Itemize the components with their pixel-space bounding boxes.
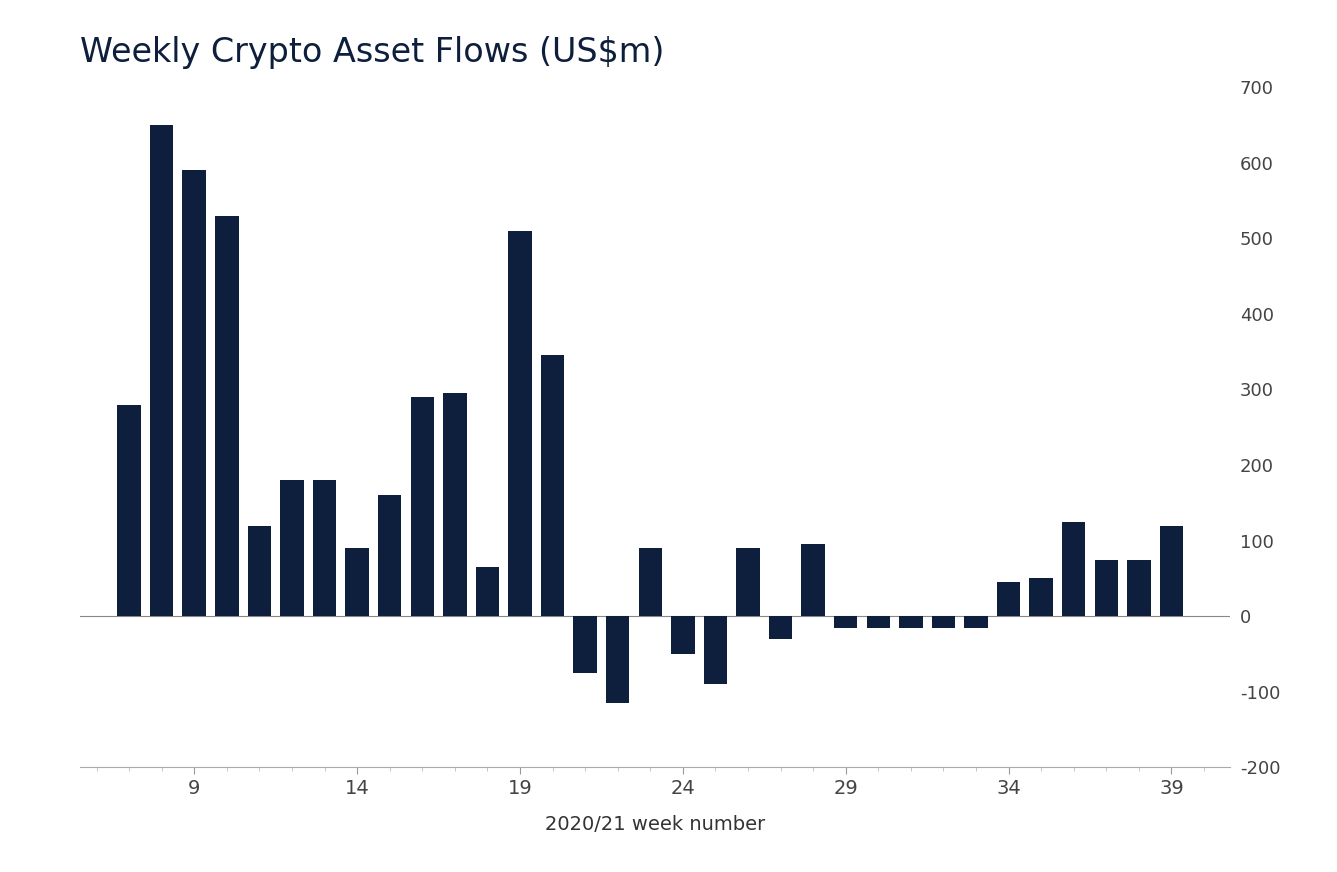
X-axis label: 2020/21 week number: 2020/21 week number	[545, 814, 765, 834]
Bar	[540, 356, 564, 617]
Text: Weekly Crypto Asset Flows (US$m): Weekly Crypto Asset Flows (US$m)	[80, 37, 664, 69]
Bar	[866, 617, 890, 628]
Bar	[932, 617, 955, 628]
Bar	[898, 617, 923, 628]
Bar	[1029, 578, 1052, 617]
Bar	[671, 617, 694, 654]
Bar	[508, 231, 532, 617]
Bar	[606, 617, 630, 703]
Bar	[281, 480, 303, 617]
Bar	[639, 548, 662, 617]
Bar	[410, 397, 435, 617]
Bar	[215, 215, 238, 617]
Bar	[150, 125, 174, 617]
Bar	[1127, 560, 1151, 617]
Bar	[345, 548, 369, 617]
Bar	[703, 617, 727, 685]
Bar	[834, 617, 857, 628]
Bar	[801, 544, 825, 617]
Bar	[118, 405, 140, 617]
Bar	[574, 617, 596, 673]
Bar	[1159, 526, 1183, 617]
Bar	[476, 567, 499, 617]
Bar	[737, 548, 759, 617]
Bar	[964, 617, 988, 628]
Bar	[1062, 521, 1086, 617]
Bar	[443, 393, 467, 617]
Bar	[997, 582, 1020, 617]
Bar	[182, 170, 206, 617]
Bar	[313, 480, 336, 617]
Bar	[769, 617, 793, 639]
Bar	[378, 495, 401, 617]
Bar	[247, 526, 271, 617]
Bar	[1095, 560, 1118, 617]
